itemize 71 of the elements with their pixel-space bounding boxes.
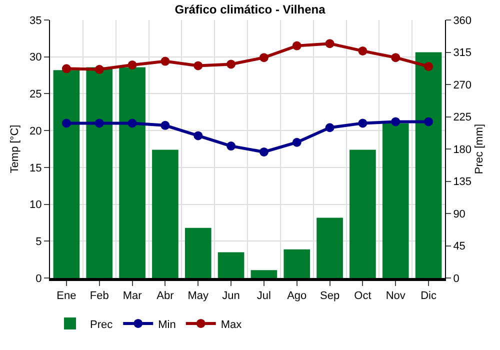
point bbox=[62, 118, 71, 128]
point bbox=[128, 118, 137, 128]
bar bbox=[316, 218, 343, 278]
bar bbox=[86, 67, 113, 278]
legend-label: Max bbox=[220, 318, 242, 331]
point bbox=[292, 138, 302, 147]
bar bbox=[350, 150, 376, 278]
point bbox=[358, 118, 368, 128]
point bbox=[391, 117, 400, 126]
point bbox=[226, 142, 236, 151]
y-tick-label: 10 bbox=[30, 199, 42, 212]
point bbox=[358, 46, 368, 56]
y-tick-label: 30 bbox=[30, 52, 42, 64]
x-tick-label: Jul bbox=[256, 290, 271, 302]
y2-axis-title: Prec [mm] bbox=[474, 124, 486, 174]
x-tick-label: May bbox=[188, 290, 210, 302]
legend-label: Min bbox=[158, 318, 176, 331]
chart-title: Gráfico climático - Vilhena bbox=[174, 2, 326, 17]
point bbox=[160, 56, 170, 66]
x-tick-label: Mar bbox=[122, 290, 142, 302]
y-tick-label: 20 bbox=[30, 125, 42, 138]
x-tick-label: Sep bbox=[320, 290, 340, 302]
x-tick-label: Feb bbox=[90, 290, 109, 302]
bar bbox=[53, 70, 80, 278]
y2-tick-label: 135 bbox=[453, 176, 472, 188]
y2-tick-label: 315 bbox=[453, 47, 472, 60]
bar bbox=[284, 249, 310, 278]
x-tick-label: Ene bbox=[56, 290, 76, 302]
point bbox=[62, 64, 71, 74]
y-tick-label: 35 bbox=[30, 14, 42, 27]
point bbox=[160, 120, 170, 130]
bar bbox=[415, 52, 442, 278]
point bbox=[128, 60, 137, 70]
point bbox=[292, 41, 302, 50]
y2-tick-label: 45 bbox=[453, 240, 466, 253]
point bbox=[325, 39, 334, 48]
x-tick-label: Dic bbox=[420, 290, 437, 302]
point bbox=[391, 53, 400, 62]
point bbox=[94, 64, 104, 74]
x-tick-label: Jun bbox=[222, 290, 240, 302]
point bbox=[259, 147, 268, 156]
y-tick-label: 25 bbox=[30, 88, 42, 101]
y2-tick-label: 270 bbox=[453, 79, 472, 92]
point bbox=[424, 117, 434, 126]
x-tick-label: Abr bbox=[156, 290, 174, 302]
legend-label: Prec bbox=[90, 318, 114, 331]
point bbox=[424, 62, 434, 71]
bar bbox=[119, 67, 146, 278]
bar bbox=[382, 123, 409, 278]
y2-tick-label: 180 bbox=[453, 144, 472, 156]
x-tick-label: Ago bbox=[287, 290, 307, 302]
point bbox=[194, 61, 203, 70]
bar bbox=[218, 252, 244, 278]
y-tick-label: 15 bbox=[30, 162, 42, 174]
y2-tick-label: 90 bbox=[453, 208, 466, 220]
y-axis-title: Temp [°C] bbox=[9, 124, 21, 174]
y2-tick-label: 360 bbox=[453, 14, 472, 27]
y-tick-label: 5 bbox=[36, 236, 42, 248]
bar bbox=[250, 270, 278, 278]
point bbox=[325, 123, 334, 132]
y2-tick-label: 225 bbox=[453, 112, 472, 124]
x-tick-label: Oct bbox=[354, 290, 372, 302]
point bbox=[226, 60, 236, 69]
point bbox=[194, 131, 203, 140]
point bbox=[259, 53, 268, 62]
y2-tick-label: 0 bbox=[453, 272, 460, 285]
x-tick-label: Nov bbox=[386, 290, 406, 302]
point bbox=[94, 118, 104, 128]
bar bbox=[152, 150, 178, 278]
y-tick-label: 0 bbox=[36, 272, 42, 285]
bar bbox=[184, 228, 212, 278]
